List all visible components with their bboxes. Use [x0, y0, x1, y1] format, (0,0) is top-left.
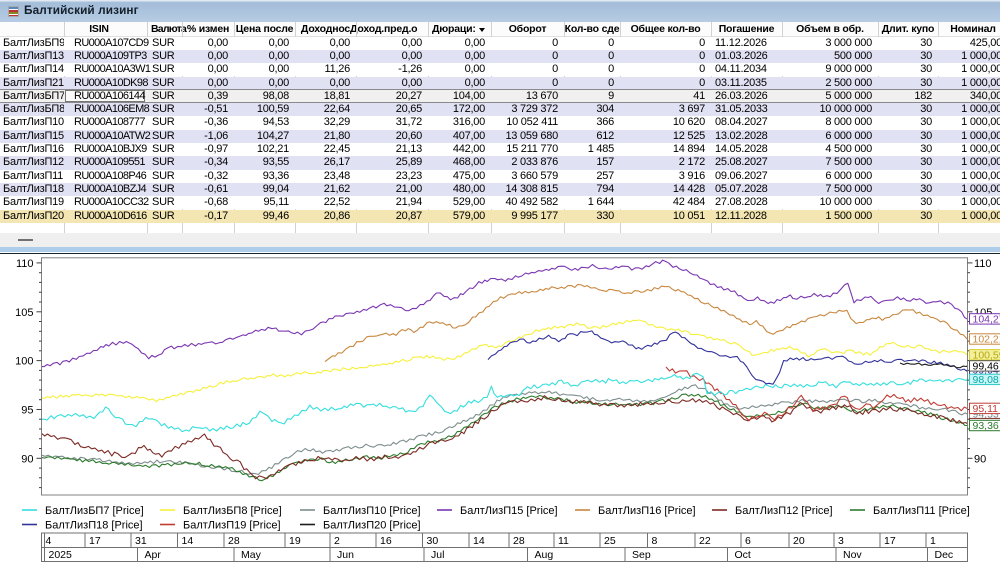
svg-text:4: 4: [46, 535, 52, 547]
svg-text:31: 31: [135, 535, 147, 547]
svg-text:11: 11: [558, 535, 569, 547]
svg-text:30: 30: [427, 535, 439, 547]
svg-text:98,08: 98,08: [973, 374, 999, 386]
svg-text:100: 100: [15, 356, 33, 368]
svg-text:6: 6: [745, 535, 751, 547]
svg-text:May: May: [241, 549, 262, 561]
svg-text:100,59: 100,59: [973, 349, 1000, 361]
svg-text:25: 25: [604, 535, 616, 547]
svg-text:3: 3: [838, 535, 844, 547]
svg-text:Oct: Oct: [735, 549, 751, 561]
svg-text:105: 105: [15, 307, 33, 319]
svg-text:БалтЛизП19 [Price]: БалтЛизП19 [Price]: [183, 520, 281, 532]
svg-text:16: 16: [380, 535, 392, 547]
svg-text:17: 17: [884, 535, 896, 547]
svg-text:14: 14: [182, 535, 194, 547]
svg-text:БалтЛизП18 [Price]: БалтЛизП18 [Price]: [45, 520, 143, 532]
svg-text:14: 14: [473, 535, 485, 547]
svg-text:99,46: 99,46: [973, 361, 999, 373]
svg-text:19: 19: [289, 535, 301, 547]
svg-text:Aug: Aug: [535, 549, 554, 561]
svg-text:Dec: Dec: [935, 549, 954, 561]
svg-text:28: 28: [228, 535, 240, 547]
svg-text:БалтЛизП16 [Price]: БалтЛизП16 [Price]: [598, 505, 696, 517]
svg-text:8: 8: [652, 535, 658, 547]
svg-text:БалтЛизБП8 [Price]: БалтЛизБП8 [Price]: [183, 505, 282, 517]
svg-text:БалтЛизБП7 [Price]: БалтЛизБП7 [Price]: [45, 505, 144, 517]
svg-text:93,36: 93,36: [973, 420, 999, 432]
svg-text:95,11: 95,11: [973, 403, 999, 415]
svg-text:2025: 2025: [49, 549, 73, 561]
svg-text:Sep: Sep: [632, 549, 651, 561]
svg-text:БалтЛизП12 [Price]: БалтЛизП12 [Price]: [735, 505, 833, 517]
svg-text:28: 28: [513, 535, 525, 547]
svg-text:22: 22: [699, 535, 711, 547]
svg-text:110: 110: [974, 258, 992, 270]
svg-text:1: 1: [930, 535, 936, 547]
svg-text:БалтЛизП11 [Price]: БалтЛизП11 [Price]: [873, 505, 970, 517]
svg-text:Jun: Jun: [337, 549, 354, 561]
svg-text:104,27: 104,27: [973, 314, 1000, 326]
svg-text:17: 17: [89, 535, 101, 547]
svg-text:102,21: 102,21: [973, 334, 1000, 346]
svg-text:БалтЛизП20 [Price]: БалтЛизП20 [Price]: [323, 520, 421, 532]
svg-text:Apr: Apr: [145, 549, 162, 561]
svg-text:Nov: Nov: [843, 549, 862, 561]
svg-text:90: 90: [21, 453, 33, 465]
svg-text:90: 90: [974, 453, 986, 465]
svg-text:2: 2: [334, 535, 340, 547]
svg-text:БалтЛизП10 [Price]: БалтЛизП10 [Price]: [323, 505, 421, 517]
svg-text:110: 110: [16, 258, 34, 270]
svg-text:20: 20: [793, 535, 805, 547]
svg-text:БалтЛизП15 [Price]: БалтЛизП15 [Price]: [460, 505, 558, 517]
svg-text:95: 95: [21, 405, 33, 417]
svg-text:Jul: Jul: [431, 549, 444, 561]
